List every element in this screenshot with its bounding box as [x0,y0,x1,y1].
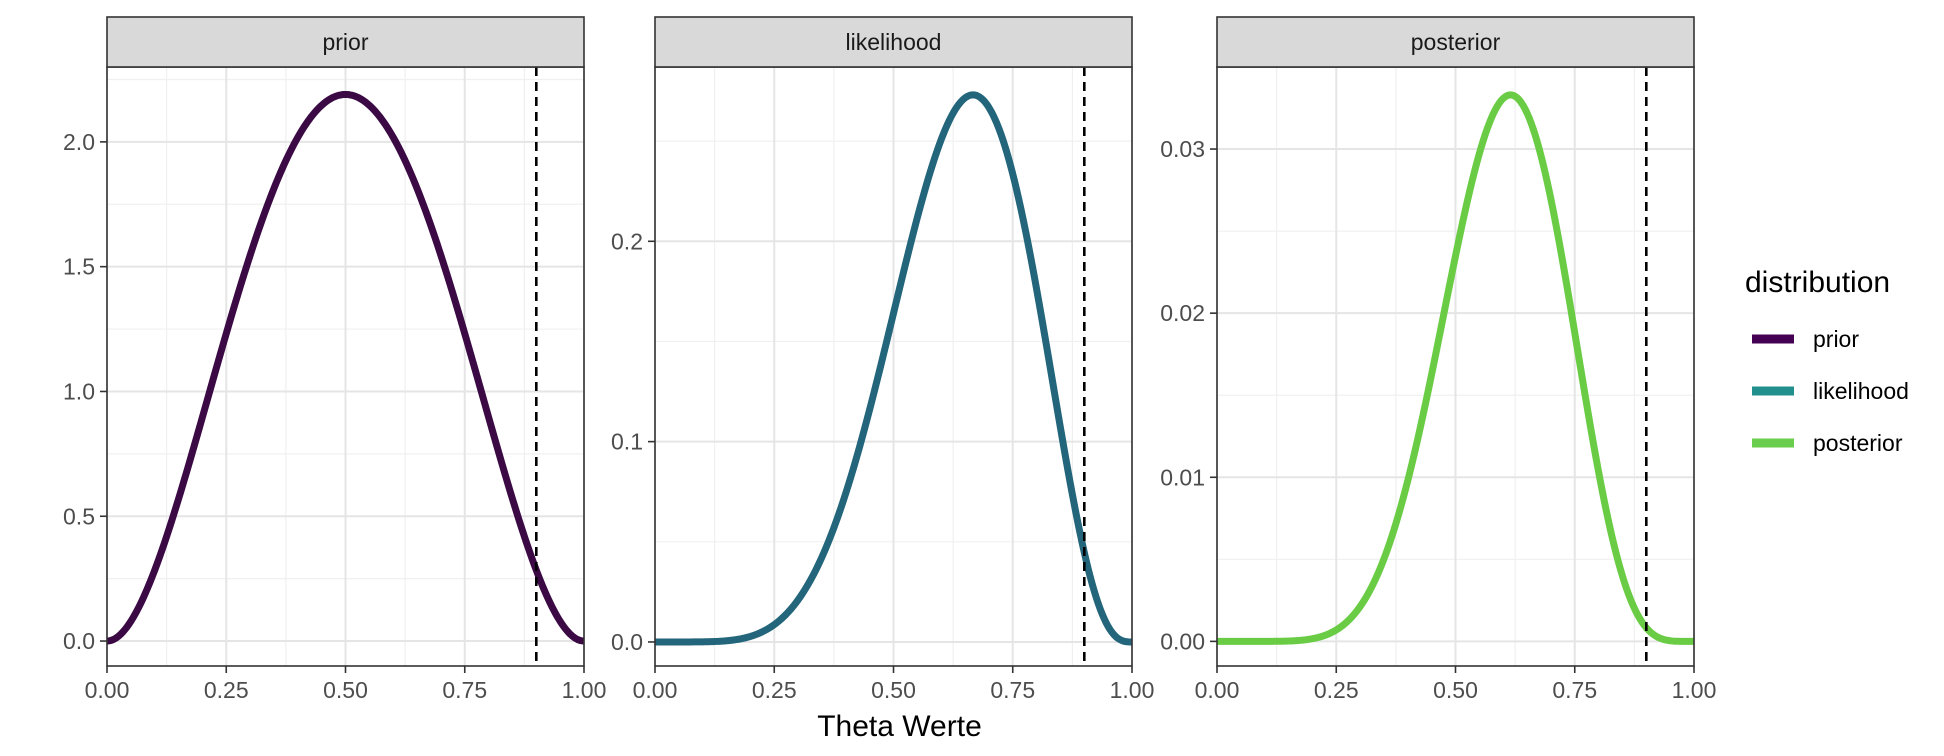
y-tick-label: 2.0 [63,129,95,155]
x-tick-label: 0.75 [442,677,487,703]
x-tick-label: 0.75 [990,677,1035,703]
y-tick-label: 0.03 [1160,136,1205,162]
y-tick-label: 0.0 [63,628,95,654]
x-tick-label: 0.50 [1433,677,1478,703]
x-tick-label: 0.25 [204,677,249,703]
facet-strip-label: likelihood [846,29,942,55]
y-tick-label: 0.00 [1160,628,1205,654]
x-tick-label: 1.00 [1672,677,1717,703]
x-tick-label: 1.00 [1110,677,1155,703]
facet-strip [654,16,1133,68]
legend-label: posterior [1813,430,1903,456]
x-tick-label: 0.50 [323,677,368,703]
x-tick-label: 1.00 [562,677,607,703]
x-tick-label: 0.00 [85,677,130,703]
series-line-posterior [1215,91,1696,645]
legend-label: likelihood [1813,378,1909,404]
x-axis-title: Theta Werte [817,710,982,743]
legend-title: distribution [1745,266,1890,299]
facet-strip [1216,16,1695,68]
facet-strip [106,16,585,68]
facet-strip-label: posterior [1411,29,1501,55]
series-line-likelihood [653,91,1134,646]
y-tick-label: 0.1 [611,429,643,455]
x-tick-label: 0.50 [871,677,916,703]
y-tick-label: 0.5 [63,503,95,529]
y-tick-label: 1.0 [63,378,95,404]
facet-strip-label: prior [322,29,368,55]
x-tick-label: 0.00 [633,677,678,703]
y-tick-label: 1.5 [63,254,95,280]
y-tick-label: 0.01 [1160,464,1205,490]
x-tick-label: 0.25 [752,677,797,703]
x-tick-label: 0.00 [1195,677,1240,703]
y-tick-label: 0.02 [1160,300,1205,326]
x-tick-label: 0.25 [1314,677,1359,703]
y-tick-label: 0.0 [611,629,643,655]
x-tick-label: 0.75 [1552,677,1597,703]
y-tick-label: 0.2 [611,228,643,254]
legend-label: prior [1813,326,1859,352]
series-line-prior [105,90,586,645]
